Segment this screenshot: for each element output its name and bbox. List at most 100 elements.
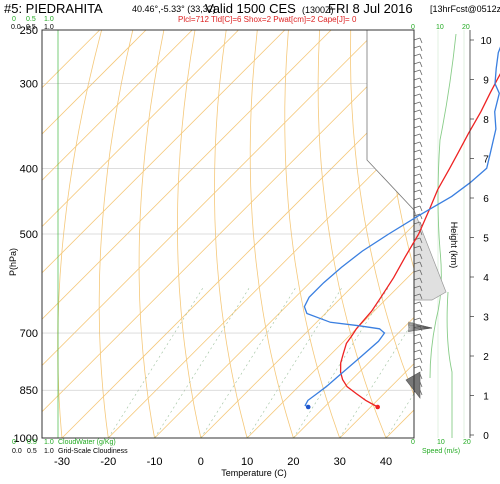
wind-barb <box>413 181 423 188</box>
temperature-tick-label: 40 <box>380 456 392 468</box>
speed-scale-bottom-0: 0 <box>411 439 415 446</box>
dewpoint-line <box>303 46 500 408</box>
dry-adiabat-line <box>177 30 202 438</box>
forecast-info: [13hrFcst@0512z] <box>430 4 500 14</box>
wind-barb <box>413 157 423 164</box>
height-tick-label: 7 <box>483 155 489 166</box>
pressure-tick-label: 300 <box>20 79 38 91</box>
cloudwater-scale-top-2: 1.0 <box>44 16 54 23</box>
wind-barb <box>413 317 423 324</box>
wind-barb <box>413 341 423 348</box>
wind-barb <box>413 61 423 68</box>
wind-barb <box>413 245 423 252</box>
wind-barb <box>413 85 423 92</box>
height-tick-label: 3 <box>483 313 489 324</box>
cloudwater-scale-bottom-0: 0 <box>12 439 16 446</box>
sounding-indices: Plcl=712 Tld[C]=6 Shox=2 Pwat[cm]=2 Cape… <box>178 15 357 24</box>
isotherm-line <box>339 363 414 438</box>
height-tick-labels: 0 1 2 3 4 5 6 7 8 9 10 <box>469 30 492 442</box>
wind-barb <box>413 165 423 172</box>
temperature-tick-label: -20 <box>100 456 116 468</box>
speed-scale-bottom-2: 20 <box>463 439 471 446</box>
cloudwater-scale-top-0: 0 <box>12 16 16 23</box>
valid-time: Valid 1500 CES <box>205 1 296 16</box>
isotherm-line <box>42 30 239 228</box>
temperature-tick-label: -30 <box>54 456 70 468</box>
wind-barb <box>413 205 423 212</box>
wind-barb <box>413 293 423 300</box>
speed-axis-label: Speed (m/s) <box>422 448 460 455</box>
wind-barb <box>413 285 423 292</box>
wind-barb <box>413 117 423 124</box>
wind-barb <box>413 125 423 132</box>
wind-barb <box>413 253 423 260</box>
wind-barb <box>413 37 423 44</box>
speed-scale-bottom-1: 10 <box>437 439 445 446</box>
surface-dewpoint-marker <box>305 404 311 410</box>
cloudiness-scale-bottom-2: 1.0 <box>44 448 54 455</box>
cloudwater-scale-bottom-1: 0.5 <box>27 439 37 446</box>
dry-adiabat-line <box>249 30 294 438</box>
height-tick-label: 10 <box>480 36 492 47</box>
wind-barb-fan-line <box>407 327 433 332</box>
station-coords: 40.46°,-5.33° (33,32) <box>132 4 216 14</box>
wind-barb <box>413 261 423 268</box>
utc-time: (1300Z) <box>302 5 334 15</box>
height-tick-label: 2 <box>483 352 489 363</box>
wind-barb <box>413 53 423 60</box>
wind-barb <box>413 357 423 364</box>
cloudiness-scale-bottom-1: 0.5 <box>27 448 37 455</box>
temperature-line <box>339 73 500 408</box>
cloudwater-scale-top-1: 0.5 <box>26 16 36 23</box>
plot-frame <box>41 29 415 439</box>
wind-barb <box>413 141 423 148</box>
x-axis-label: Temperature (C) <box>221 468 287 478</box>
dry-adiabat-line <box>214 30 248 438</box>
speed-scale-top-1: 10 <box>436 24 444 31</box>
pressure-tick-labels: 250 300 400 500 700 850 1000 <box>14 25 38 445</box>
cloudiness-scale-top-1: 0.5 <box>26 24 36 31</box>
isotherm-line <box>42 30 147 135</box>
wind-barb <box>413 45 423 52</box>
pressure-tick-label: 500 <box>20 229 38 241</box>
height-tick-label: 8 <box>483 115 489 126</box>
wind-barb <box>413 333 423 340</box>
dry-adiabat-line <box>350 30 414 396</box>
temperature-tick-labels: -30 -20 -10 0 10 20 30 40 <box>54 456 392 468</box>
dry-adiabat-line <box>138 30 165 438</box>
dry-adiabat-line <box>57 30 102 438</box>
temperature-tick-label: 20 <box>287 456 299 468</box>
wind-barb <box>413 173 423 180</box>
wind-barb <box>413 349 423 356</box>
wind-barb <box>413 77 423 84</box>
cloudiness-label: Grid-Scale Cloudiness <box>58 448 128 455</box>
height-tick-label: 9 <box>483 76 489 87</box>
pressure-tick-label: 850 <box>20 385 38 397</box>
dry-adiabat-line <box>317 30 387 438</box>
wind-barb <box>413 301 423 308</box>
cloudiness-scale-bottom-0: 0.0 <box>12 448 22 455</box>
cloudwater-label: CloudWater (g/Kg) <box>58 439 116 446</box>
pressure-tick-label: 250 <box>20 25 38 37</box>
wind-barb <box>413 277 423 284</box>
dry-adiabat-line <box>98 30 134 438</box>
forecast-date: FRI 8 Jul 2016 <box>328 1 413 16</box>
cloudiness-scale-top-2: 1.0 <box>44 24 54 31</box>
wind-barb <box>413 93 423 100</box>
temperature-tick-label: -10 <box>147 456 163 468</box>
height-tick-label: 5 <box>483 234 489 245</box>
wind-barb <box>413 149 423 156</box>
pressure-tick-label: 1000 <box>14 433 38 445</box>
temperature-tick-label: 30 <box>334 456 346 468</box>
wind-barb <box>413 365 423 372</box>
speed-scale-top-0: 0 <box>411 24 415 31</box>
isotherm-line <box>246 270 414 438</box>
wind-barbs <box>407 37 433 396</box>
wind-barb <box>413 69 423 76</box>
surface-temperature-marker <box>375 404 380 410</box>
cloudwater-scale-bottom-2: 1.0 <box>44 439 54 446</box>
pressure-tick-label: 700 <box>20 328 38 340</box>
dry-adiabat-line <box>284 30 341 438</box>
surface-terrain-wedge <box>405 371 421 399</box>
